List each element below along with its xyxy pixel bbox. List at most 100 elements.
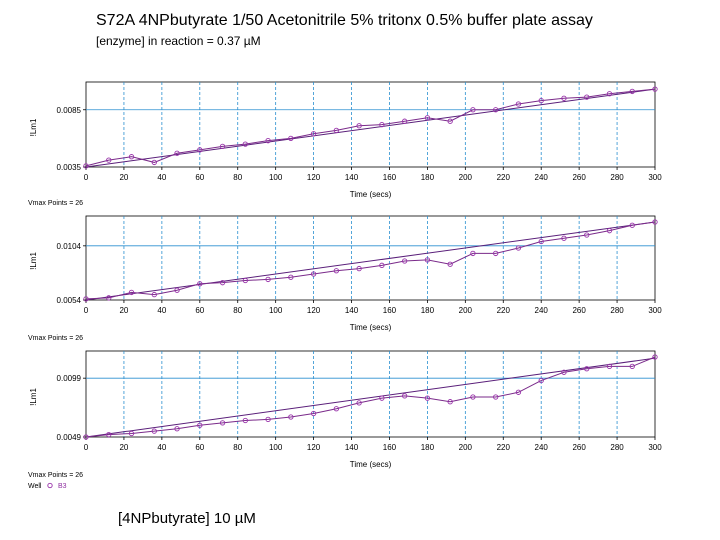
- legend-label: Well: [28, 483, 42, 490]
- data-point: [83, 163, 89, 169]
- x-tick-label: 60: [195, 306, 204, 315]
- x-tick-label: 40: [157, 306, 166, 315]
- y-axis-label: !Lm1: [29, 252, 38, 270]
- data-point: [561, 235, 567, 241]
- vmax-points-note: Vmax Points = 26: [28, 335, 83, 342]
- data-point: [128, 430, 135, 437]
- data-point: [128, 154, 135, 160]
- data-point: [242, 141, 248, 147]
- x-tick-label: 80: [233, 443, 242, 452]
- data-point: [151, 428, 157, 434]
- data-point: [356, 123, 362, 129]
- x-tick-label: 260: [572, 306, 586, 315]
- data-point: [333, 406, 340, 412]
- data-point: [219, 143, 226, 150]
- data-point: [606, 363, 613, 370]
- data-series-line: [85, 221, 656, 300]
- data-point: [629, 363, 635, 370]
- data-point: [106, 295, 112, 301]
- x-tick-label: 60: [195, 173, 204, 182]
- x-tick-label: 140: [345, 306, 359, 315]
- x-axis-label: Time (secs): [350, 460, 392, 469]
- data-point: [242, 277, 248, 284]
- x-tick-label: 80: [233, 173, 242, 182]
- vmax-points-note: Vmax Points = 26: [28, 200, 83, 207]
- data-point: [447, 118, 453, 124]
- x-tick-label: 200: [459, 173, 473, 182]
- y-axis-label: !Lm1: [29, 388, 38, 406]
- data-point: [379, 121, 385, 128]
- x-tick-label: 180: [421, 306, 435, 315]
- x-tick-label: 280: [610, 443, 624, 452]
- x-tick-label: 180: [421, 173, 435, 182]
- data-series-line: [85, 88, 656, 167]
- data-point: [174, 150, 180, 156]
- x-tick-label: 140: [345, 443, 359, 452]
- data-point: [83, 434, 89, 440]
- data-point: [219, 420, 226, 426]
- data-point: [629, 88, 635, 95]
- data-point: [310, 131, 317, 137]
- data-point: [584, 366, 590, 372]
- data-point: [379, 262, 385, 268]
- x-tick-label: 300: [648, 443, 662, 452]
- x-tick-label: 160: [383, 443, 397, 452]
- x-tick-label: 280: [610, 173, 624, 182]
- linear-fit-line: [85, 357, 656, 438]
- data-point: [515, 389, 522, 395]
- data-point: [174, 287, 180, 293]
- linear-fit-line: [85, 88, 656, 168]
- y-tick-label: 0.0054: [57, 296, 82, 305]
- x-tick-label: 60: [195, 443, 204, 452]
- data-point: [629, 222, 635, 228]
- data-point: [470, 250, 476, 257]
- plot-frame-2: [85, 215, 656, 301]
- data-point: [310, 410, 317, 417]
- data-point: [652, 219, 658, 225]
- y-tick-label: 0.0099: [57, 374, 82, 383]
- x-tick-label: 160: [383, 306, 397, 315]
- data-point: [106, 157, 112, 163]
- data-point: [128, 289, 135, 296]
- x-tick-label: 0: [84, 306, 89, 315]
- x-tick-label: 240: [535, 443, 549, 452]
- x-tick-label: 220: [497, 173, 511, 182]
- data-point: [470, 394, 476, 400]
- data-point: [652, 86, 658, 92]
- legend-entry: B3: [58, 483, 67, 490]
- x-tick-label: 100: [269, 306, 283, 315]
- x-tick-label: 240: [535, 306, 549, 315]
- data-point: [106, 431, 112, 438]
- y-tick-label: 0.0104: [57, 242, 82, 251]
- data-point: [493, 107, 499, 113]
- plot-frame-1: [85, 81, 656, 168]
- x-tick-label: 120: [307, 173, 321, 182]
- x-tick-label: 20: [119, 306, 128, 315]
- x-tick-label: 20: [119, 443, 128, 452]
- data-point: [424, 257, 431, 263]
- x-tick-label: 260: [572, 173, 586, 182]
- x-tick-label: 0: [84, 443, 89, 452]
- data-point: [470, 107, 476, 113]
- linear-fit-line: [85, 221, 656, 301]
- x-tick-label: 220: [497, 443, 511, 452]
- x-tick-label: 80: [233, 306, 242, 315]
- data-point: [561, 369, 567, 375]
- x-tick-label: 100: [269, 443, 283, 452]
- x-tick-label: 160: [383, 173, 397, 182]
- x-tick-label: 0: [84, 173, 89, 182]
- y-tick-label: 0.0085: [57, 106, 82, 115]
- data-point: [424, 395, 431, 401]
- data-point: [401, 118, 408, 124]
- data-point: [493, 250, 499, 257]
- data-series-line: [85, 356, 656, 438]
- vmax-points-note: Vmax Points = 26: [28, 472, 83, 479]
- x-tick-label: 200: [459, 443, 473, 452]
- data-point: [288, 414, 294, 420]
- y-tick-label: 0.0035: [57, 163, 82, 172]
- x-tick-label: 200: [459, 306, 473, 315]
- y-axis-label: !Lm1: [29, 118, 38, 136]
- data-point: [197, 422, 203, 428]
- x-tick-label: 40: [157, 443, 166, 452]
- x-tick-label: 180: [421, 443, 435, 452]
